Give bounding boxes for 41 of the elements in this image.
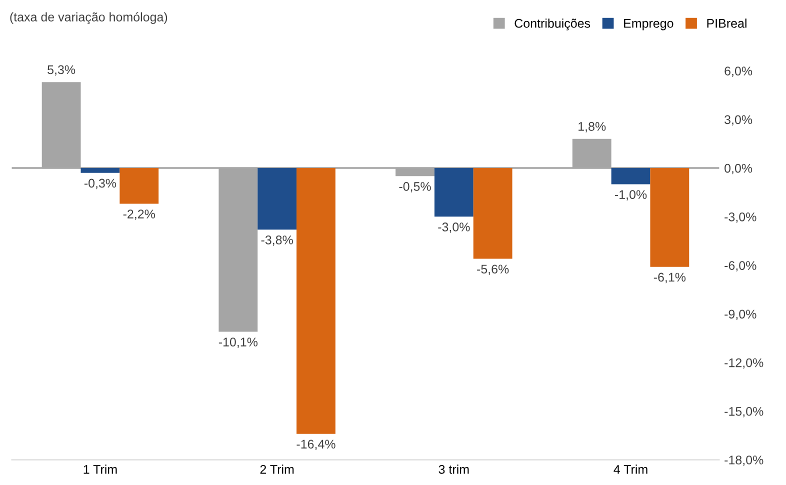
y-tick-label: -9,0%	[724, 310, 756, 320]
data-label: -0,3%	[84, 178, 116, 190]
bar	[80, 168, 120, 173]
bar	[218, 168, 258, 332]
x-tick-label: 4 Trim	[614, 464, 648, 474]
bar	[434, 168, 474, 217]
data-label: -6,1%	[654, 272, 686, 284]
legend-label: Emprego	[624, 19, 674, 30]
bar	[396, 168, 434, 176]
x-tick-label: 3 trim	[438, 464, 469, 474]
data-label: -5,6%	[477, 264, 509, 276]
y-tick-label: 0,0%	[724, 164, 752, 174]
x-tick-label: 1 Trim	[84, 464, 117, 474]
bar	[473, 168, 512, 259]
x-tick-label: 2 Trim	[260, 464, 294, 474]
data-label: -3,0%	[438, 222, 470, 233]
y-tick-label: -12,0%	[724, 358, 764, 369]
legend-label: PIBreal	[707, 18, 746, 28]
bar	[42, 82, 81, 168]
data-label: -16,4%	[296, 440, 336, 450]
bar	[258, 168, 297, 230]
y-tick-label: 3,0%	[724, 115, 752, 126]
bar	[572, 138, 612, 168]
y-axis-title: (taxa de variação homóloga)	[10, 12, 168, 24]
data-label: 5,3%	[48, 65, 76, 76]
data-label: -0,5%	[399, 182, 431, 192]
data-label: 1,8%	[578, 122, 606, 132]
bar	[650, 168, 690, 267]
y-tick-label: -18,0%	[724, 456, 764, 466]
bar	[296, 168, 336, 434]
data-label: -2,2%	[123, 210, 156, 220]
y-tick-label: -15,0%	[724, 406, 764, 418]
legend-label: Contribuições	[514, 18, 590, 30]
y-tick-label: 6,0%	[724, 66, 752, 77]
bar	[611, 168, 650, 184]
data-label: -10,1%	[218, 338, 258, 348]
data-label: -1,0%	[614, 190, 647, 200]
data-label: -3,8%	[261, 236, 293, 246]
y-tick-label: -3,0%	[724, 212, 756, 223]
bar	[120, 168, 159, 204]
y-tick-label: -6,0%	[724, 261, 756, 272]
